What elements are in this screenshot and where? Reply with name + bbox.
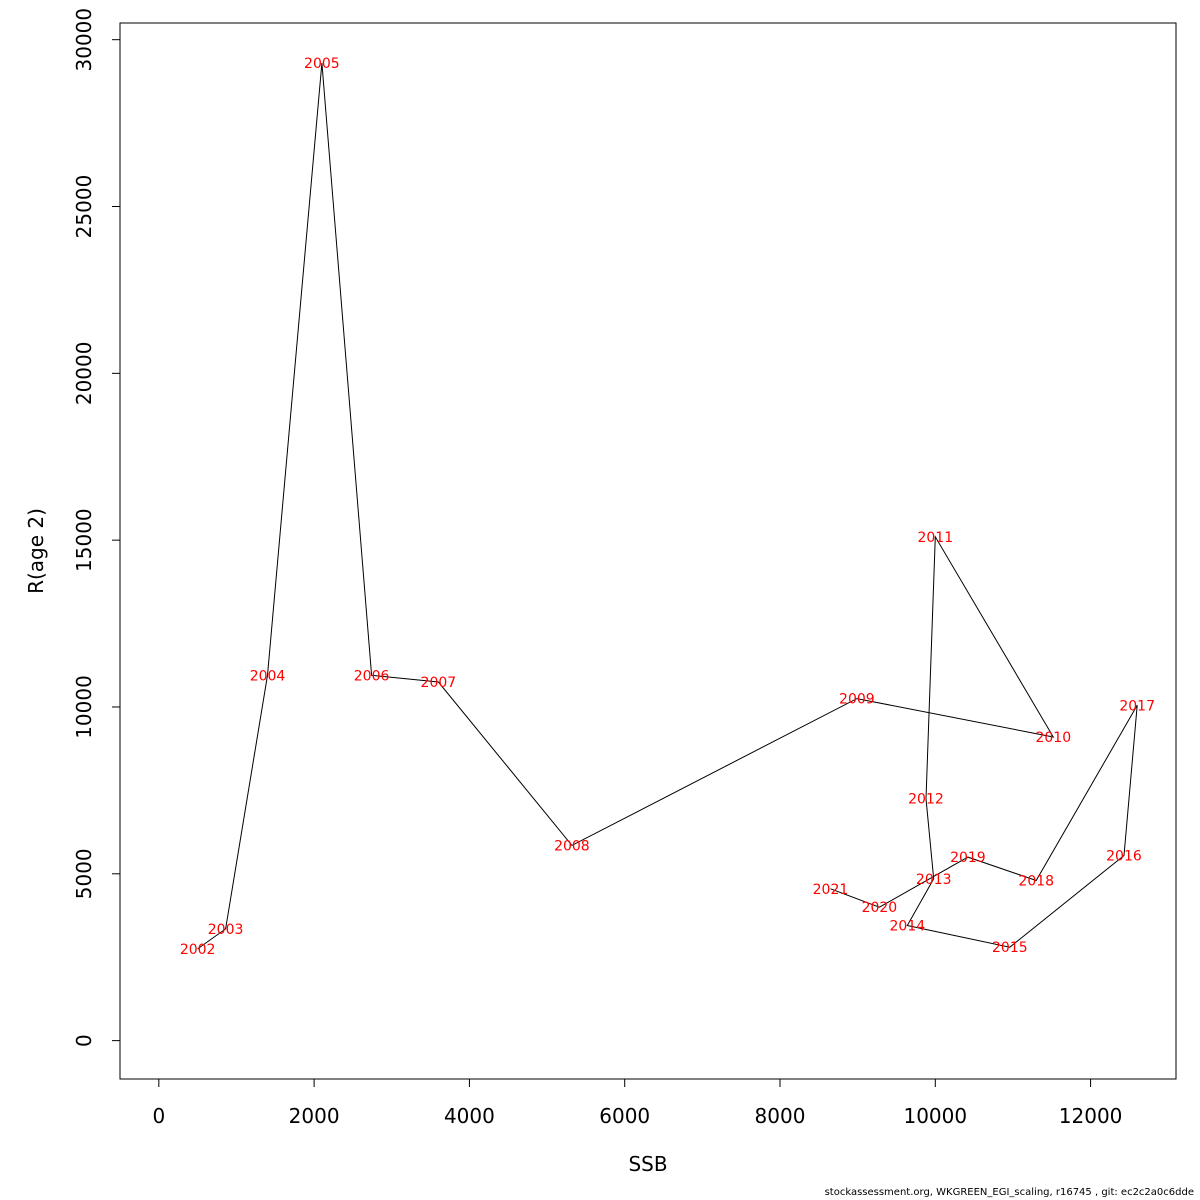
y-tick-label: 0 [72, 1034, 96, 1047]
x-tick-label: 0 [152, 1104, 165, 1128]
year-label-2009: 2009 [839, 692, 875, 708]
y-tick-label: 30000 [72, 8, 96, 72]
x-tick-label: 6000 [599, 1104, 650, 1128]
y-tick-label: 20000 [72, 342, 96, 406]
year-label-2015: 2015 [992, 940, 1028, 956]
year-label-2014: 2014 [890, 919, 926, 935]
ssb-recruitment-trajectory-line [197, 62, 1138, 950]
year-label-2007: 2007 [421, 675, 457, 691]
year-label-2016: 2016 [1106, 848, 1142, 864]
x-tick-label: 2000 [289, 1104, 340, 1128]
year-label-2010: 2010 [1035, 730, 1071, 746]
year-label-2019: 2019 [950, 850, 986, 866]
year-label-2005: 2005 [304, 56, 340, 72]
year-label-2018: 2018 [1018, 873, 1054, 889]
x-axis: 0 2000 4000 6000 8000 10000 12000 [152, 1078, 1123, 1128]
y-axis: 0 5000 10000 15000 20000 25000 30000 [72, 8, 121, 1047]
year-label-2020: 2020 [862, 900, 898, 916]
x-axis-title: SSB [628, 1152, 667, 1176]
year-label-2012: 2012 [908, 792, 944, 808]
year-label-2008: 2008 [554, 838, 590, 854]
year-label-2021: 2021 [813, 882, 849, 898]
footer-note: stockassessment.org, WKGREEN_EGI_scaling… [824, 1187, 1194, 1198]
y-tick-label: 10000 [72, 675, 96, 739]
year-label-2002: 2002 [180, 942, 216, 958]
y-tick-label: 25000 [72, 175, 96, 239]
x-tick-label: 4000 [444, 1104, 495, 1128]
y-tick-label: 5000 [72, 848, 96, 899]
year-label-2017: 2017 [1119, 698, 1155, 714]
year-label-2013: 2013 [916, 872, 952, 888]
year-label-2006: 2006 [354, 668, 390, 684]
x-tick-label: 10000 [903, 1104, 967, 1128]
y-axis-title: R(age 2) [24, 508, 48, 594]
x-tick-label: 12000 [1059, 1104, 1123, 1128]
y-tick-label: 15000 [72, 508, 96, 572]
year-label-2011: 2011 [917, 530, 953, 546]
year-label-2003: 2003 [208, 922, 244, 938]
x-tick-label: 8000 [755, 1104, 806, 1128]
year-label-2004: 2004 [250, 668, 286, 684]
year-labels: 2002 2003 2004 2005 2006 2007 2008 2009 2010 2011… [180, 56, 1155, 958]
